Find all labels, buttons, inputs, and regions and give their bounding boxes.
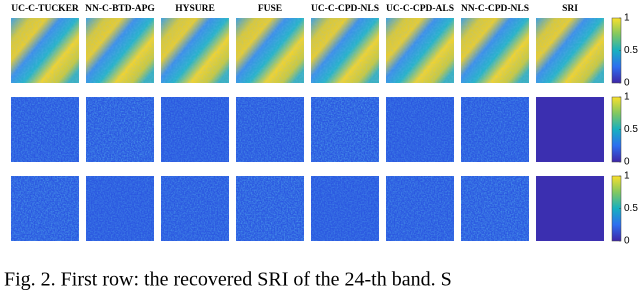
colorbar-label: 0.5 [624,124,638,135]
image-texture [536,18,604,83]
column-title: UC-C-CPD-NLS [311,4,379,14]
column-title: NN-C-BTD-APG [85,4,155,14]
image-texture [11,176,79,241]
image-texture [86,176,154,241]
image-texture [386,97,454,162]
image-panel [536,97,604,162]
image-texture [311,97,379,162]
image-texture [236,176,304,241]
colorbar-label: 0 [624,236,630,247]
column-title: NN-C-CPD-NLS [461,4,529,14]
column-title: HYSURE [175,4,215,14]
image-texture [236,97,304,162]
image-texture [161,176,229,241]
image-texture [461,97,529,162]
image-texture [161,18,229,83]
image-texture [311,18,379,83]
image-texture [86,97,154,162]
image-texture [161,97,229,162]
image-texture [11,18,79,83]
image-texture [386,176,454,241]
column-title: SRI [562,4,578,14]
image-panel [536,176,604,241]
column-title: UC-C-TUCKER [11,4,79,14]
image-texture [386,18,454,83]
image-texture [11,97,79,162]
image-texture [311,176,379,241]
colorbar-label: 1 [624,13,630,24]
column-title: FUSE [258,4,282,14]
colorbar-label: 0.5 [624,203,638,214]
image-texture [86,18,154,83]
colorbar-label: 0 [624,78,630,89]
caption: Fig. 2. First row: the recovered SRI of … [4,269,452,291]
column-title: UC-C-CPD-ALS [386,4,454,14]
colorbar-label: 0.5 [624,45,638,56]
image-texture [461,176,529,241]
colorbar-label: 1 [624,92,630,103]
image-texture [461,18,529,83]
colorbar-label: 1 [624,171,630,182]
colorbar-label: 0 [624,157,630,168]
image-texture [236,18,304,83]
